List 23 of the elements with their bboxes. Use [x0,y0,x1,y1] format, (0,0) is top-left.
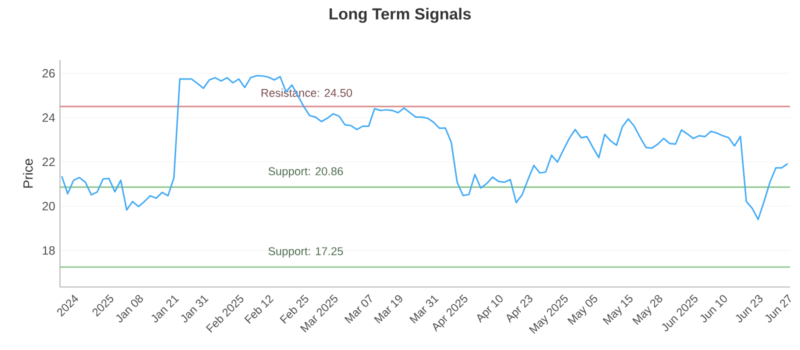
x-tick-label: Jun 23 [736,295,763,322]
x-tick-label: Mar 19 [374,295,402,324]
x-tick-label: Jan 21 [152,295,180,322]
x-tick-label: Feb 12 [244,295,274,324]
y-axis-title: Price [22,158,33,188]
x-tick-label: May 28 [632,295,662,325]
x-tick-label: Apr 10 [477,295,503,323]
x-tick-label: Mar 07 [344,294,372,324]
x-tick-label: Jun 10 [700,295,727,322]
y-tick-label: 22 [42,158,55,166]
x-tick-label: May 15 [602,294,633,325]
x-tick-label: Apr 23 [506,295,532,323]
ref-line-label: Support: 20.86 [268,167,343,178]
x-tick-label: Jan 08 [116,295,143,322]
y-tick-label: 26 [42,69,55,78]
x-tick-label: Jan 31 [181,295,209,322]
x-tick-label: Jun 27 [765,294,791,322]
x-tick-label: May 05 [567,294,598,325]
chart-title: Long Term Signals [330,8,471,23]
y-tick-label: 24 [42,113,55,122]
ref-line-label: Support: 17.25 [268,247,343,258]
y-tick-label: 18 [42,246,55,255]
y-tick-label: 20 [42,202,55,210]
